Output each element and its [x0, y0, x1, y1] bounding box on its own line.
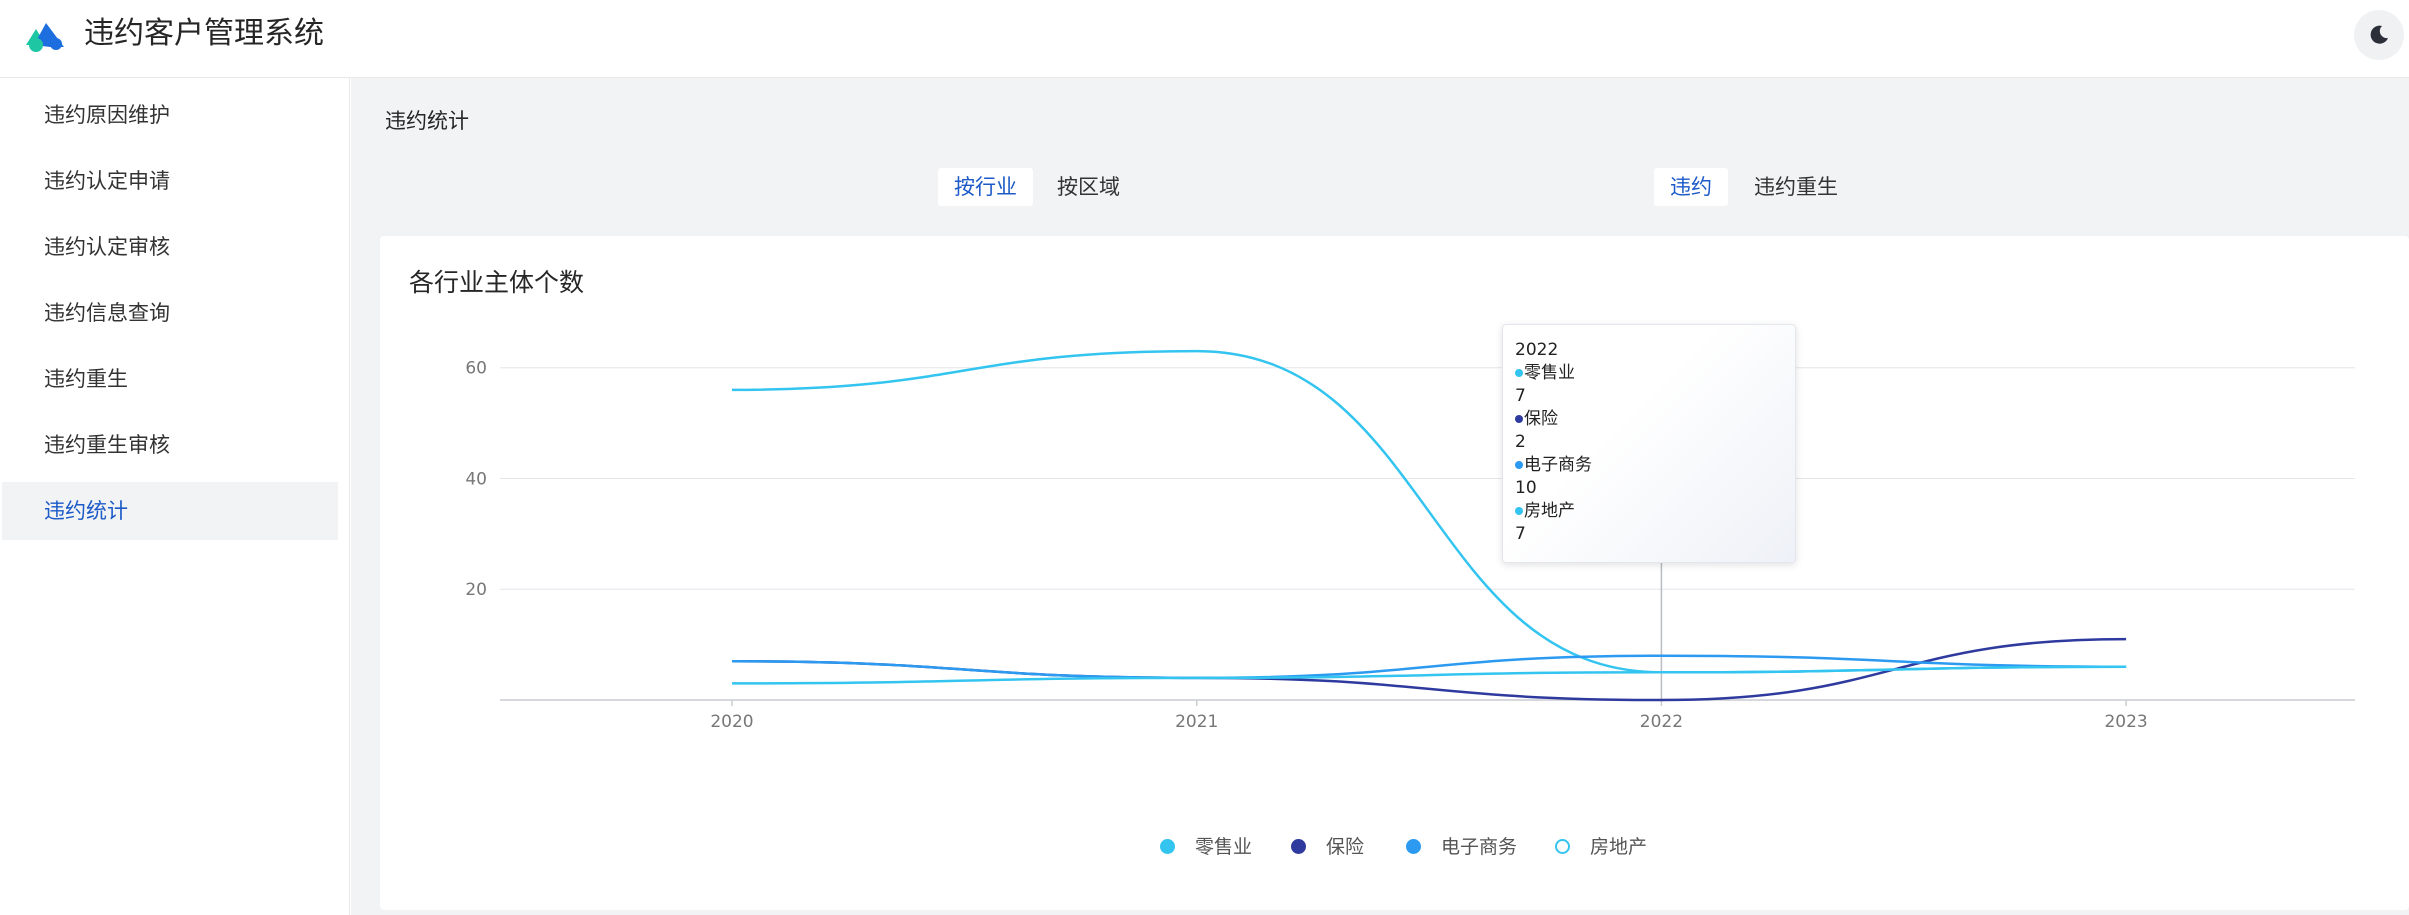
sidebar-item-default-reason-maintenance[interactable]: 违约原因维护 [44, 103, 170, 127]
sidebar-item-default-identification-apply[interactable]: 违约认定申请 [44, 169, 170, 193]
tab-by-region[interactable]: 按区域 [1057, 175, 1120, 199]
y-tick-label: 20 [465, 580, 487, 600]
tooltip-x-label: 2022 [1515, 340, 1559, 360]
tab-default-rebirth[interactable]: 违约重生 [1754, 175, 1838, 199]
y-tick-label: 40 [465, 469, 487, 489]
tooltip-series-dot [1515, 507, 1523, 515]
legend-marker [1291, 839, 1306, 854]
legend-marker [1555, 839, 1570, 854]
series-line-0 [731, 349, 2127, 674]
sidebar-item-default-identification-review[interactable]: 违约认定审核 [44, 235, 170, 259]
main-content: 违约统计 按行业 按区域 违约 违约重生 [351, 78, 2409, 915]
x-tick-label: 2022 [1640, 712, 1683, 732]
app-header: 违约客户管理系统 [0, 0, 2409, 78]
sidebar-item-default-statistics[interactable]: 违约统计 [2, 482, 338, 540]
tooltip-series-name: 保险 [1524, 409, 1558, 429]
tab-default[interactable]: 违约 [1654, 168, 1728, 206]
legend-label: 零售业 [1195, 836, 1253, 858]
tooltip-series-name: 零售业 [1524, 363, 1575, 383]
chart-card [380, 236, 2409, 910]
app-title: 违约客户管理系统 [84, 16, 324, 51]
sidebar-item-default-rebirth-review[interactable]: 违约重生审核 [44, 433, 170, 457]
theme-toggle-button[interactable] [2354, 10, 2404, 60]
x-tick-label: 2023 [2104, 712, 2147, 732]
legend-item-insurance[interactable]: 保险 [1291, 834, 1364, 860]
sidebar: 违约原因维护 违约认定申请 违约认定审核 违约信息查询 违约重生 违约重生审核 … [0, 78, 350, 915]
tooltip-series-value: 7 [1515, 386, 1526, 406]
moon-icon [2370, 25, 2388, 44]
y-tick-label: 60 [465, 359, 487, 379]
page-title: 违约统计 [385, 109, 469, 133]
tooltip-series-value: 2 [1515, 432, 1526, 452]
tooltip-series-value: 10 [1515, 478, 1537, 498]
legend-item-real-estate[interactable]: 房地产 [1555, 834, 1647, 860]
tooltip-series-value: 7 [1515, 524, 1526, 544]
legend-item-retail[interactable]: 零售业 [1160, 834, 1252, 860]
tooltip-series-dot [1515, 369, 1523, 377]
x-tick-label: 2021 [1175, 712, 1218, 732]
tooltip-series-dot [1515, 461, 1523, 469]
legend-label: 电子商务 [1441, 836, 1518, 858]
x-tick-label: 2020 [710, 712, 753, 732]
series-line-2 [731, 654, 2127, 680]
tab-by-industry[interactable]: 按行业 [938, 168, 1033, 206]
tooltip-series-name: 电子商务 [1524, 455, 1592, 475]
chart-tooltip: 2022 零售业 7 保险 2 电子商务 10 房地产 7 [1502, 324, 1796, 563]
legend-marker [1406, 839, 1421, 854]
legend-label: 保险 [1326, 836, 1365, 858]
legend-marker [1160, 839, 1175, 854]
tooltip-series-name: 房地产 [1524, 501, 1575, 521]
sidebar-item-default-info-query[interactable]: 违约信息查询 [44, 301, 170, 325]
legend-item-ecommerce[interactable]: 电子商务 [1406, 834, 1517, 860]
app-logo-icon [26, 23, 64, 52]
series-line-3 [731, 665, 2127, 685]
tooltip-series-dot [1515, 415, 1523, 423]
sidebar-item-default-rebirth[interactable]: 违约重生 [44, 367, 128, 391]
chart-title: 各行业主体个数 [409, 268, 585, 297]
legend-label: 房地产 [1590, 836, 1648, 858]
